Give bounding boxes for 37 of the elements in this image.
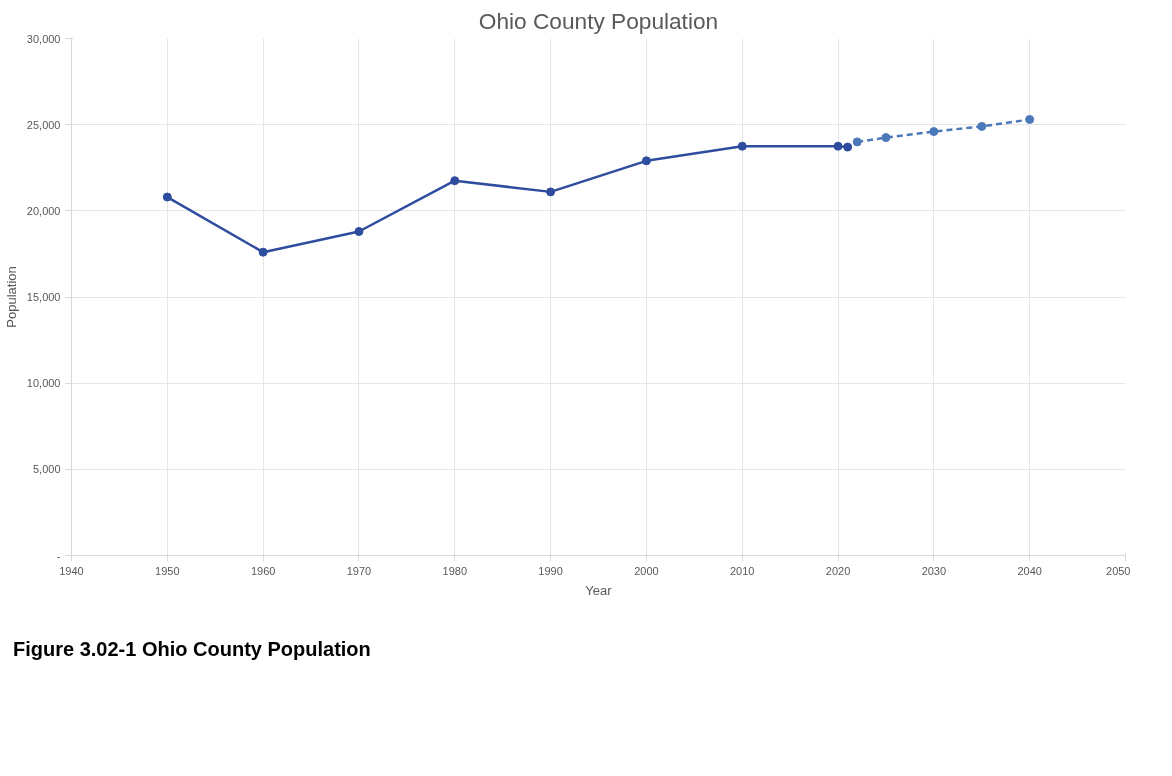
point — [881, 133, 891, 143]
y-tick-label: 10,000 — [26, 377, 61, 390]
point — [162, 192, 172, 202]
x-tick-label: 2000 — [634, 564, 659, 577]
point — [354, 227, 364, 237]
x-tick-label: 1990 — [538, 564, 563, 577]
point — [1025, 115, 1035, 124]
x-tick-label: 1970 — [346, 564, 372, 577]
point — [833, 141, 843, 151]
x-axis-title: Year — [585, 582, 613, 598]
point — [852, 137, 862, 147]
x-tick-label: 2030 — [921, 564, 947, 577]
point — [546, 187, 556, 197]
point — [929, 127, 939, 137]
y-axis-title: Population — [3, 266, 19, 328]
y-tick-label: 20,000 — [26, 204, 61, 217]
point — [843, 142, 853, 152]
x-tick-label: 2040 — [1017, 564, 1042, 577]
x-tick-label: 1980 — [442, 564, 468, 577]
point — [641, 156, 651, 166]
y-tick-label: 5,000 — [32, 463, 61, 476]
x-tick-label: 1950 — [155, 564, 180, 577]
point — [737, 141, 747, 151]
x-tick-label: 2010 — [729, 564, 755, 577]
point — [450, 176, 460, 186]
caption: Figure 3.02-1 Ohio County Population — [13, 637, 371, 662]
point — [258, 247, 268, 257]
y-tick-label: 25,000 — [26, 118, 61, 131]
y-tick-label: 15,000 — [26, 291, 61, 303]
y-tick-label: - — [56, 549, 61, 562]
x-tick-label: 2050 — [1106, 564, 1131, 577]
point — [977, 121, 987, 131]
x-tick-label: 1940 — [59, 564, 84, 577]
x-tick-label: 2020 — [825, 564, 851, 577]
chart-title: Ohio County Population — [478, 7, 719, 34]
x-tick-label: 1960 — [250, 564, 276, 577]
y-tick-label: 30,000 — [26, 32, 61, 45]
